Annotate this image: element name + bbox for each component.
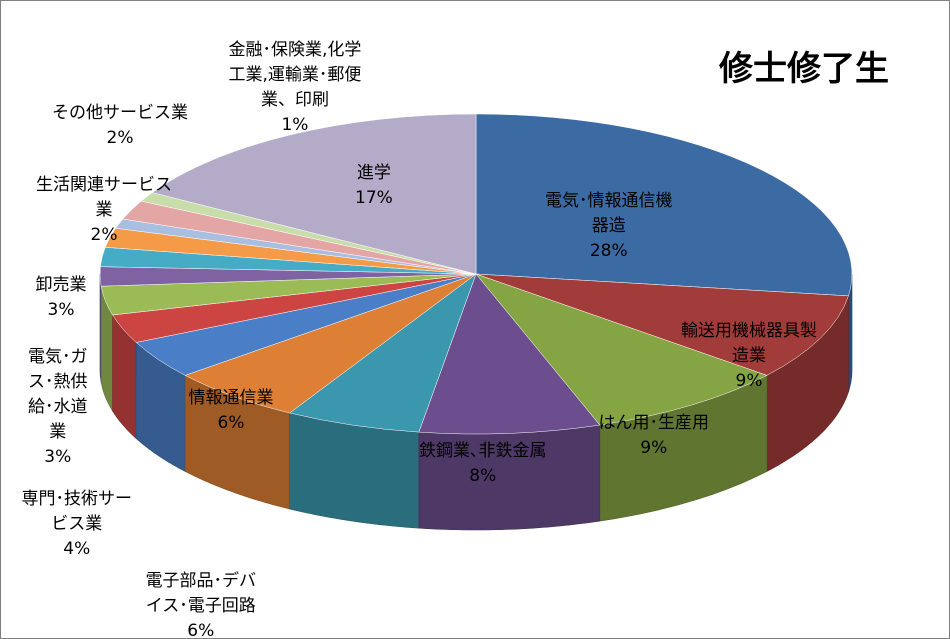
pie-slice-0 [475,113,853,297]
slice-category-label: 卸売業 [35,275,87,295]
slice-value-label: 28% [589,241,628,261]
slice-label-7: 電気･ガ ス･熱供 給･水道 業 3% [28,345,88,470]
slice-category-label: 鉄鋼業､非鉄金属 [419,441,547,461]
slice-category-label: 輸送用機械器具製 造業 [681,321,817,366]
slice-value-label: 1% [281,115,309,135]
slice-value-label: 8% [469,466,497,486]
slice-label-4: 電子部品･デバ イス･電子回路 6% [145,569,257,639]
slice-label-6: 専門･技術サー ビス業 4% [22,487,133,562]
pie-slice-1 [475,273,849,376]
pie-slice-15 [151,113,477,275]
slice-value-label: 9% [735,371,763,391]
slice-value-label: 6% [217,413,245,433]
slice-category-label: 金融･保険業,化学 工業,運輸業･郵便 業、印刷 [228,40,362,110]
pie-slice-3 [418,273,601,435]
slice-label-8: 卸売業 3% [36,273,87,323]
slice-label-13: その他サービス業 2% [52,101,188,151]
chart-title: 修士修了生 [719,49,889,89]
slice-category-label: 電気･ガ ス･熱供 給･水道 業 [28,347,88,442]
pie-slice-5 [184,273,477,414]
slice-value-label: 6% [187,621,215,639]
slice-label-0: 電気･情報通信機 器造 28% [545,189,673,264]
slice-label-3: 鉄鋼業､非鉄金属 8% [419,439,547,489]
slice-value-label: 2% [106,128,134,148]
slice-value-label: 4% [63,539,91,559]
slice-category-label: 進学 [356,163,391,183]
slice-category-label: 情報通信業 [188,388,274,408]
slice-label-11: 生活関連サービス 業 2% [36,173,172,248]
slice-value-label: 9% [640,438,668,458]
pie-slice-4 [289,273,477,433]
slice-value-label: 3% [44,447,72,467]
slice-value-label: 3% [47,300,75,320]
pie-slice-2 [475,273,768,426]
slice-value-label: 2% [90,225,118,245]
slice-label-2: はん用･生産用 9% [599,411,710,461]
slice-value-label: 17% [355,188,393,208]
slice-category-label: 電子部品･デバ イス･電子回路 [145,571,257,616]
slice-category-label: 専門･技術サー ビス業 [21,489,133,534]
slice-label-15: 進学 17% [355,161,393,211]
slice-category-label: 生活関連サービス 業 [36,175,172,220]
slice-label-1: 輸送用機械器具製 造業 9% [681,319,817,394]
slice-category-label: その他サービス業 [52,103,188,123]
slice-category-label: はん用･生産用 [598,413,710,433]
slice-label-5: 情報通信業 6% [189,386,274,436]
slice-label-14: 金融･保険業,化学 工業,運輸業･郵便 業、印刷 1% [229,38,362,138]
slice-category-label: 電気･情報通信機 器造 [545,191,673,236]
